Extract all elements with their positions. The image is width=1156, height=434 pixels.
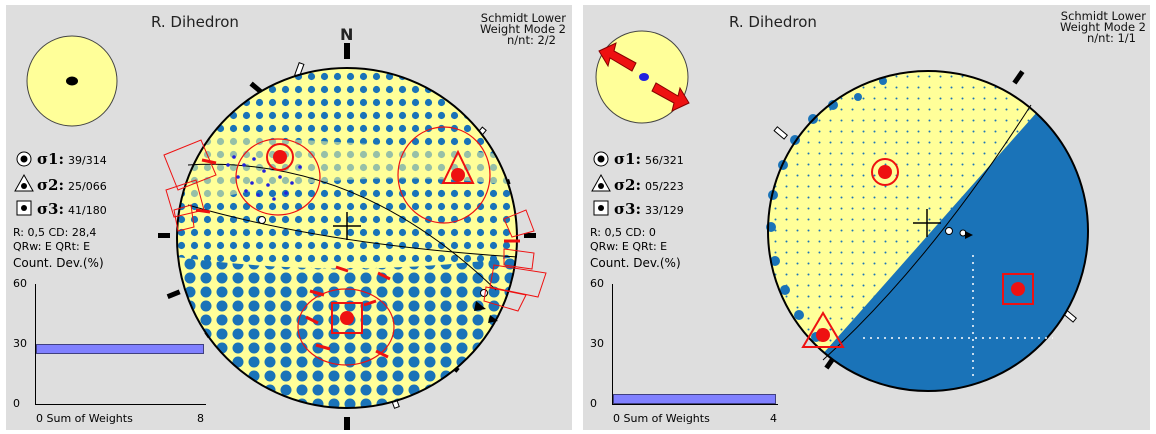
weight-mode-label: Weight Mode 2 <box>1059 20 1146 34</box>
y-tick-30: 30 <box>13 337 27 350</box>
center-cross <box>333 212 361 240</box>
extension-arrow-nw <box>598 42 637 72</box>
count-dev-label: Count. Dev.(%) <box>590 256 681 270</box>
panel-title: R. Dihedron <box>151 13 239 31</box>
x-axis-max: 4 <box>770 412 777 425</box>
sigma1-label: σ1: <box>614 150 642 168</box>
sigma2-value: 25/066 <box>68 180 107 193</box>
projection-info: Schmidt Lower Weight Mode 2 n/nt: 2/2 <box>479 11 566 47</box>
sigma3-confidence-ellipse <box>297 288 395 366</box>
sigma1-marker-dot <box>878 165 892 179</box>
sigma2-value: 05/223 <box>645 180 684 193</box>
sigma3-value: 41/180 <box>68 204 107 217</box>
count-dev-label: Count. Dev.(%) <box>13 256 104 270</box>
right-stereonet-graphics <box>591 30 1089 392</box>
slip-arrow-1 <box>474 301 486 311</box>
sigma2-marker-dot <box>816 328 830 342</box>
sigma2-marker <box>441 149 475 184</box>
sigma1-value: 56/321 <box>645 154 684 167</box>
y-tick-30: 30 <box>590 337 604 350</box>
projection-label: Schmidt Lower <box>480 11 566 25</box>
pole-point-1 <box>945 227 953 235</box>
x-axis-label: 0 Sum of Weights <box>36 412 133 425</box>
sigma3-marker <box>331 302 363 334</box>
sigma3-value: 33/129 <box>645 204 684 217</box>
r-cd-label: R: 0,5 CD: 0 <box>590 226 656 239</box>
sigma3-marker-dot <box>340 311 354 325</box>
slip-arrow-1 <box>965 231 973 239</box>
stereonet-primitive <box>176 67 518 409</box>
y-tick-60: 60 <box>590 277 604 290</box>
count-dev-bar <box>613 394 776 404</box>
extension-arrow-se <box>651 82 690 112</box>
sigma2-confidence-ellipse <box>397 126 491 224</box>
great-circle-1 <box>187 163 497 291</box>
north-label: N <box>340 25 354 44</box>
sigma3-label: σ3: <box>614 200 642 218</box>
sigma1-label: σ1: <box>37 150 65 168</box>
histogram-axes <box>612 284 778 405</box>
nnt-label: n/nt: 2/2 <box>507 33 556 47</box>
sigma3-marker <box>1002 273 1034 305</box>
mini-center-dot <box>66 76 78 86</box>
mini-center-dot <box>639 73 649 81</box>
sigma2-label: σ2: <box>614 176 642 194</box>
sigma1-confidence-ellipse <box>235 138 321 216</box>
great-circle-2 <box>187 204 518 258</box>
x-axis-max: 8 <box>197 412 204 425</box>
stereonet-primitive <box>767 70 1089 392</box>
sigma1-row: σ1: 39/314 <box>37 150 107 168</box>
left-stereonet-graphics <box>14 35 547 430</box>
great-circle-1 <box>822 104 1032 361</box>
sigma1-marker <box>871 158 899 186</box>
pole-point-2 <box>480 289 488 297</box>
sigma2-label: σ2: <box>37 176 65 194</box>
sigma1-data-dots <box>226 155 302 201</box>
sigma1-value: 39/314 <box>68 154 107 167</box>
sigma3-row: σ3: 41/180 <box>37 200 107 218</box>
y-tick-60: 60 <box>13 277 27 290</box>
r-cd-label: R: 0,5 CD: 28,4 <box>13 226 97 239</box>
qr-label: QRw: E QRt: E <box>590 240 668 253</box>
weight-mode-label: Weight Mode 2 <box>479 22 566 36</box>
projection-label: Schmidt Lower <box>1060 9 1146 23</box>
sigma2-marker-dot <box>451 168 465 182</box>
histogram-axes <box>35 284 206 405</box>
sigma3-marker-dot <box>1011 282 1025 296</box>
sigma2-row: σ2: 25/066 <box>37 176 107 194</box>
y-tick-0: 0 <box>13 397 20 410</box>
slip-arrow-2 <box>488 315 498 323</box>
pole-point-1 <box>258 216 266 224</box>
sigma2-row: σ2: 05/223 <box>614 176 684 194</box>
sigma3-label: σ3: <box>37 200 65 218</box>
x-axis-label: 0 Sum of Weights <box>613 412 710 425</box>
qr-label: QRw: E QRt: E <box>13 240 91 253</box>
sigma1-marker <box>266 143 294 171</box>
sigma3-row: σ3: 33/129 <box>614 200 684 218</box>
nnt-label: n/nt: 1/1 <box>1087 31 1136 45</box>
sigma2-marker <box>801 311 845 348</box>
projection-info: Schmidt Lower Weight Mode 2 n/nt: 1/1 <box>1059 9 1146 45</box>
rose-diagram-left <box>163 139 547 312</box>
y-tick-0: 0 <box>590 397 597 410</box>
center-cross <box>913 209 941 237</box>
sigma1-row: σ1: 56/321 <box>614 150 684 168</box>
count-dev-bar <box>36 344 204 354</box>
panel-title: R. Dihedron <box>729 13 817 31</box>
left-stereonet-panel: R. Dihedron Schmidt Lower Weight Mode 2 … <box>6 5 572 430</box>
sigma1-marker-dot <box>273 150 287 164</box>
right-stereonet-panel: R. Dihedron Schmidt Lower Weight Mode 2 … <box>583 5 1150 430</box>
